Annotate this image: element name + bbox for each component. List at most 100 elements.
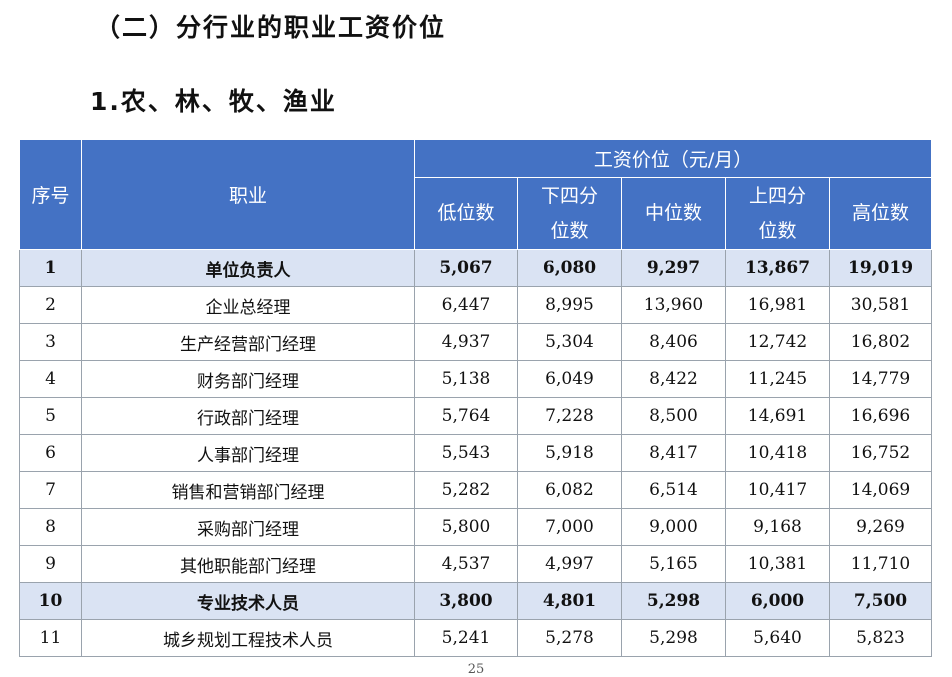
cell-value: 5,800	[414, 508, 518, 546]
table-row: 9 其他职能部门经理 4,537 4,997 5,165 10,381 11,710	[19, 545, 933, 583]
cell-value: 6,080	[517, 249, 622, 287]
cell-value: 14,691	[725, 397, 830, 435]
page-number: 25	[467, 662, 485, 677]
cell-job: 销售和营销部门经理	[81, 471, 415, 509]
cell-value: 7,228	[517, 397, 622, 435]
cell-seq: 9	[19, 545, 82, 583]
cell-seq: 2	[19, 286, 82, 324]
cell-job: 财务部门经理	[81, 360, 415, 398]
cell-value: 14,779	[828, 360, 933, 398]
table-row: 10 专业技术人员 3,800 4,801 5,298 6,000 7,500	[19, 582, 933, 620]
cell-value: 7,000	[517, 508, 622, 546]
header-high: 高位数	[828, 177, 933, 250]
cell-value: 9,297	[621, 249, 726, 287]
cell-seq: 11	[19, 619, 82, 657]
cell-value: 8,417	[621, 434, 726, 472]
cell-job: 人事部门经理	[81, 434, 415, 472]
cell-value: 10,381	[725, 545, 830, 583]
cell-value: 16,696	[828, 397, 933, 435]
cell-value: 5,543	[414, 434, 518, 472]
cell-value: 9,269	[828, 508, 933, 546]
cell-value: 5,278	[517, 619, 622, 657]
cell-value: 10,418	[725, 434, 830, 472]
cell-value: 8,406	[621, 323, 726, 361]
cell-value: 5,764	[414, 397, 518, 435]
cell-value: 5,282	[414, 471, 518, 509]
cell-seq: 3	[19, 323, 82, 361]
cell-value: 11,245	[725, 360, 830, 398]
table-row: 7 销售和营销部门经理 5,282 6,082 6,514 10,417 14,069	[19, 471, 933, 509]
cell-value: 5,298	[621, 619, 726, 657]
cell-job: 采购部门经理	[81, 508, 415, 546]
cell-job: 城乡规划工程技术人员	[81, 619, 415, 657]
cell-value: 5,298	[621, 582, 726, 620]
cell-value: 30,581	[828, 286, 933, 324]
cell-value: 9,000	[621, 508, 726, 546]
cell-seq: 1	[19, 249, 82, 287]
cell-value: 6,082	[517, 471, 622, 509]
cell-value: 9,168	[725, 508, 830, 546]
col-header-job: 职业	[81, 139, 415, 250]
table-row: 1 单位负责人 5,067 6,080 9,297 13,867 19,019	[19, 249, 933, 287]
header-median: 中位数	[621, 177, 726, 250]
cell-value: 7,500	[828, 582, 933, 620]
cell-seq: 6	[19, 434, 82, 472]
cell-value: 4,997	[517, 545, 622, 583]
cell-value: 5,138	[414, 360, 518, 398]
cell-value: 8,500	[621, 397, 726, 435]
cell-value: 4,937	[414, 323, 518, 361]
cell-value: 4,801	[517, 582, 622, 620]
cell-value: 6,447	[414, 286, 518, 324]
cell-job: 其他职能部门经理	[81, 545, 415, 583]
cell-value: 5,067	[414, 249, 518, 287]
cell-value: 11,710	[828, 545, 933, 583]
cell-value: 8,995	[517, 286, 622, 324]
table-row: 8 采购部门经理 5,800 7,000 9,000 9,168 9,269	[19, 508, 933, 546]
cell-value: 16,981	[725, 286, 830, 324]
section-title: （二）分行业的职业工资价位	[95, 13, 447, 42]
table-row: 6 人事部门经理 5,543 5,918 8,417 10,418 16,752	[19, 434, 933, 472]
cell-value: 13,867	[725, 249, 830, 287]
cell-value: 6,514	[621, 471, 726, 509]
cell-value: 10,417	[725, 471, 830, 509]
cell-value: 5,241	[414, 619, 518, 657]
header-upper-quartile: 上四分 位数	[725, 177, 830, 250]
cell-value: 14,069	[828, 471, 933, 509]
cell-value: 5,165	[621, 545, 726, 583]
table-row: 2 企业总经理 6,447 8,995 13,960 16,981 30,581	[19, 286, 933, 324]
cell-value: 5,918	[517, 434, 622, 472]
cell-value: 12,742	[725, 323, 830, 361]
cell-value: 6,049	[517, 360, 622, 398]
cell-value: 5,640	[725, 619, 830, 657]
cell-job: 单位负责人	[81, 249, 415, 287]
table-row: 3 生产经营部门经理 4,937 5,304 8,406 12,742 16,802	[19, 323, 933, 361]
cell-job: 专业技术人员	[81, 582, 415, 620]
cell-value: 5,823	[828, 619, 933, 657]
table-row: 11 城乡规划工程技术人员 5,241 5,278 5,298 5,640 5,823	[19, 619, 933, 657]
cell-job: 生产经营部门经理	[81, 323, 415, 361]
cell-value: 5,304	[517, 323, 622, 361]
cell-value: 16,752	[828, 434, 933, 472]
table-row: 5 行政部门经理 5,764 7,228 8,500 14,691 16,696	[19, 397, 933, 435]
cell-value: 6,000	[725, 582, 830, 620]
header-low: 低位数	[414, 177, 518, 250]
cell-value: 13,960	[621, 286, 726, 324]
cell-seq: 8	[19, 508, 82, 546]
subsection-title: 1.农、林、牧、渔业	[90, 87, 337, 116]
cell-value: 8,422	[621, 360, 726, 398]
cell-value: 3,800	[414, 582, 518, 620]
cell-seq: 7	[19, 471, 82, 509]
cell-value: 4,537	[414, 545, 518, 583]
cell-job: 企业总经理	[81, 286, 415, 324]
cell-seq: 5	[19, 397, 82, 435]
col-header-seq: 序号	[19, 139, 82, 250]
cell-seq: 4	[19, 360, 82, 398]
header-lower-quartile: 下四分 位数	[517, 177, 622, 250]
table-row: 4 财务部门经理 5,138 6,049 8,422 11,245 14,779	[19, 360, 933, 398]
col-header-wage-group: 工资价位（元/月）	[413, 139, 933, 178]
cell-value: 19,019	[828, 249, 933, 287]
cell-seq: 10	[19, 582, 82, 620]
cell-value: 16,802	[828, 323, 933, 361]
cell-job: 行政部门经理	[81, 397, 415, 435]
